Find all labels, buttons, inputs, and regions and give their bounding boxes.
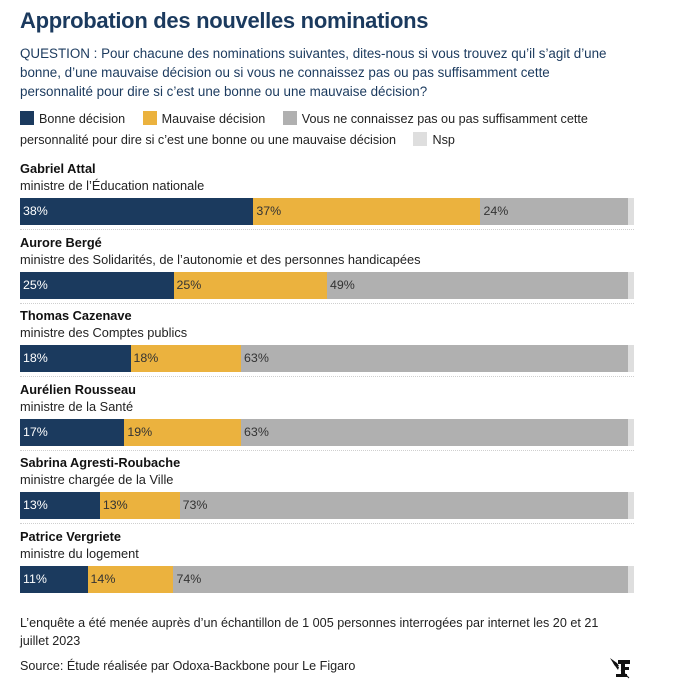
legend-item-bonne: Bonne décision	[20, 111, 126, 126]
row-separator	[20, 376, 634, 377]
minister-name: Aurélien Rousseau	[20, 381, 136, 397]
data-label: 74%	[176, 571, 202, 586]
legend-label: Bonne décision	[39, 112, 126, 126]
bar-segment-bonne: 13%	[20, 492, 100, 519]
bar-segment-ne-connait-pas: 74%	[173, 565, 628, 593]
bar-segment-mauvaise: 14%	[87, 565, 174, 593]
bar-segment-mauvaise: 25%	[173, 271, 327, 299]
legend-swatch-nsp	[413, 132, 428, 146]
minister-name: Sabrina Agresti-Roubache	[20, 455, 181, 470]
methodology-note: L’enquête a été menée auprès d’un échant…	[20, 616, 599, 648]
legend-label: Nsp	[432, 133, 455, 147]
data-label: 13%	[23, 498, 48, 512]
bar-segment-ne-connait-pas: 73%	[179, 492, 628, 519]
bar-segment-ne-connait-pas: 24%	[480, 198, 628, 225]
source-note: Source: Étude réalisée par Odoxa-Backbon…	[20, 659, 356, 673]
bar-segment-mauvaise: 19%	[124, 418, 242, 446]
data-label: 63%	[244, 424, 269, 439]
data-label: 18%	[23, 351, 48, 365]
legend-label: Mauvaise décision	[161, 112, 266, 126]
stacked-bar: 13% 13% 73%	[20, 492, 634, 519]
bar-segment-mauvaise: 13%	[99, 492, 180, 519]
legend-item-mauvaise: Mauvaise décision	[142, 111, 266, 126]
data-label: 13%	[102, 498, 128, 512]
data-label: 73%	[182, 498, 208, 512]
bar-segment-nsp	[627, 565, 634, 593]
chart-row: Aurélien Rousseau ministre de la Santé 17%…	[20, 381, 634, 446]
data-label: 25%	[176, 277, 202, 292]
stacked-bar: 38% 37% 24%	[20, 198, 634, 225]
data-label: 24%	[483, 204, 509, 218]
data-label: 19%	[127, 424, 153, 439]
row-separator	[20, 523, 634, 524]
chart-row: Patrice Vergriete ministre du logement 11%…	[20, 528, 634, 593]
bar-segment-nsp	[627, 418, 634, 446]
legend-item-ne-connait-pas: Vous ne connaissez pas ou pas suffisamme…	[20, 111, 588, 147]
bar-segment-bonne: 25%	[20, 271, 174, 299]
stacked-bar: 18% 18% 63%	[20, 345, 634, 372]
legend-item-nsp: Nsp	[413, 132, 455, 147]
minister-role: ministre des Solidarités, de l’autonomie…	[20, 251, 421, 267]
minister-role: ministre de l’Éducation nationale	[20, 178, 205, 193]
bar-segment-ne-connait-pas: 63%	[241, 345, 628, 372]
data-label: 17%	[23, 424, 48, 439]
le-figaro-logo-icon	[610, 658, 630, 679]
legend-swatch-ne-connait-pas	[282, 111, 297, 125]
data-label: 38%	[23, 204, 48, 218]
legend: Bonne décision Mauvaise décision Vous ne…	[20, 109, 620, 151]
minister-name: Thomas Cazenave	[20, 308, 132, 323]
legend-label: Vous ne connaissez pas ou pas suffisamme…	[20, 112, 588, 147]
chart-row: Sabrina Agresti-Roubache ministre chargée…	[20, 454, 634, 519]
minister-role: ministre du logement	[20, 545, 139, 561]
minister-role: ministre chargée de la Ville	[20, 472, 174, 487]
legend-swatch-bonne	[20, 111, 34, 125]
stacked-bar: 25% 25% 49%	[20, 271, 634, 299]
chart-row: Thomas Cazenave ministre des Comptes publ…	[20, 307, 634, 372]
stacked-bar: 17% 19% 63%	[20, 418, 634, 446]
data-label: 11%	[23, 571, 47, 586]
minister-role: ministre de la Santé	[20, 398, 134, 414]
chart-row: Gabriel Attal ministre de l’Éducation nat…	[20, 160, 634, 225]
chart-row: Aurore Bergé ministre des Solidarités, de…	[20, 234, 634, 299]
bar-segment-ne-connait-pas: 49%	[327, 271, 628, 299]
row-separator	[20, 449, 634, 451]
data-label: 49%	[330, 277, 355, 292]
data-label: 18%	[133, 351, 159, 365]
bar-segment-bonne: 17%	[20, 418, 125, 446]
bar-segment-mauvaise: 37%	[253, 198, 481, 225]
data-label: 25%	[23, 277, 48, 292]
data-label: 14%	[90, 571, 116, 586]
minister-name: Aurore Bergé	[20, 234, 102, 250]
bar-segment-bonne: 11%	[20, 565, 88, 593]
bar-segment-bonne: 18%	[20, 345, 131, 372]
legend-swatch-mauvaise	[142, 111, 157, 125]
minister-name: Patrice Vergriete	[20, 528, 122, 544]
data-label: 63%	[244, 351, 269, 365]
data-label: 37%	[256, 204, 282, 218]
bar-segment-nsp	[627, 345, 634, 372]
stacked-bar: 11% 14% 74%	[20, 565, 634, 593]
bar-segment-bonne: 38%	[20, 198, 254, 225]
minister-role: ministre des Comptes publics	[20, 325, 188, 340]
bar-segment-nsp	[627, 271, 634, 299]
bar-segment-mauvaise: 18%	[130, 345, 242, 372]
survey-question: QUESTION : Pour chacune des nominations …	[20, 46, 607, 99]
chart-title: Approbation des nouvelles nominations	[20, 8, 429, 33]
bar-segment-nsp	[627, 198, 634, 225]
row-separator	[20, 229, 634, 230]
bar-segment-nsp	[627, 492, 634, 519]
row-separator	[20, 302, 634, 304]
bar-segment-ne-connait-pas: 63%	[241, 418, 628, 446]
minister-name: Gabriel Attal	[20, 161, 96, 176]
